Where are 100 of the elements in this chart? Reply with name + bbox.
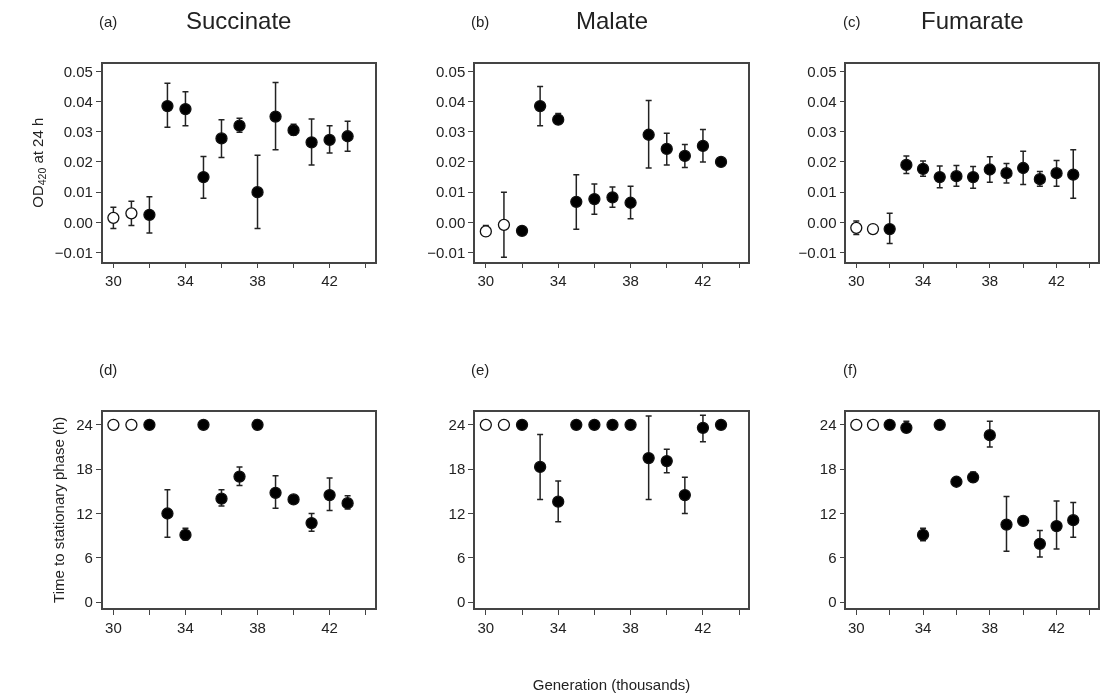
point xyxy=(515,224,529,237)
y-tick-label: 0 xyxy=(84,593,93,611)
x-tick-label: 38 xyxy=(249,272,266,290)
text: (f) xyxy=(843,361,858,378)
y-tick-label: 24 xyxy=(448,416,466,434)
point xyxy=(850,418,863,431)
point xyxy=(606,418,619,431)
point xyxy=(883,222,896,236)
y-tick-label: −0.01 xyxy=(427,243,466,261)
point xyxy=(161,99,174,113)
point xyxy=(215,132,228,145)
y-tick-label: 12 xyxy=(448,504,466,522)
y-tick-label: 18 xyxy=(819,460,837,478)
x-tick-label: 30 xyxy=(105,272,122,290)
y-tick-label: 6 xyxy=(828,549,837,567)
point xyxy=(1033,537,1047,550)
y-axis-title: Time to stationary phase (h) xyxy=(49,416,67,603)
x-tick-label: 38 xyxy=(249,618,266,636)
point xyxy=(1067,514,1080,527)
y-tick-label: 0.00 xyxy=(63,213,93,231)
x-tick-label: 42 xyxy=(694,618,712,636)
point xyxy=(933,418,946,431)
point xyxy=(323,133,336,147)
text: (b) xyxy=(471,13,490,30)
y-tick-label: 0.05 xyxy=(63,62,93,80)
text: (e) xyxy=(471,361,490,378)
point xyxy=(497,418,511,431)
x-tick-label: 38 xyxy=(981,272,999,290)
point xyxy=(233,470,246,483)
x-tick-label: 30 xyxy=(847,272,865,290)
point xyxy=(1000,166,1013,180)
point xyxy=(678,488,691,502)
point xyxy=(606,191,619,204)
point xyxy=(588,418,601,431)
y-tick-label: 6 xyxy=(84,549,93,567)
y-tick-label: −0.01 xyxy=(54,243,93,261)
point xyxy=(660,454,673,468)
y-tick-label: 0.04 xyxy=(436,92,466,110)
y-tick-label: 0.04 xyxy=(63,92,93,110)
point xyxy=(642,128,655,141)
y-tick-label: 0 xyxy=(828,593,837,611)
y-tick-label: 0.00 xyxy=(807,213,837,231)
point xyxy=(533,99,547,113)
x-tick-label: 34 xyxy=(177,618,194,636)
point xyxy=(883,418,896,431)
y-tick-label: 0.02 xyxy=(63,153,93,171)
x-tick-label: 38 xyxy=(981,618,999,636)
y-tick-label: 0.01 xyxy=(807,183,837,201)
x-tick-label: 38 xyxy=(622,618,639,636)
y-tick-label: 18 xyxy=(448,460,466,478)
point xyxy=(933,170,946,184)
point xyxy=(143,418,156,431)
point xyxy=(714,418,728,431)
x-tick-label: 42 xyxy=(1048,618,1065,636)
point xyxy=(966,170,980,184)
point xyxy=(197,170,210,184)
point xyxy=(950,170,963,183)
x-tick-label: 30 xyxy=(477,618,495,636)
y-tick-label: 0.03 xyxy=(436,122,466,140)
y-tick-label: 0.04 xyxy=(807,92,837,110)
y-tick-label: 24 xyxy=(819,416,837,434)
point xyxy=(570,418,583,431)
point xyxy=(642,451,655,465)
x-tick-label: 30 xyxy=(105,618,122,636)
point xyxy=(305,136,318,149)
y-tick-label: 0 xyxy=(456,593,466,611)
chart-title: Fumarate xyxy=(921,7,1024,34)
x-tick-label: 42 xyxy=(321,618,338,636)
y-tick-label: 0.03 xyxy=(63,122,93,140)
point xyxy=(269,486,282,499)
point xyxy=(125,418,138,431)
x-tick-label: 34 xyxy=(914,272,932,290)
point xyxy=(1050,166,1063,180)
y-tick-label: 0.01 xyxy=(63,183,93,201)
y-tick-label: 0.05 xyxy=(436,62,466,80)
y-tick-label: 18 xyxy=(76,460,93,478)
point xyxy=(1017,161,1030,175)
point xyxy=(588,192,601,206)
point xyxy=(678,149,691,163)
point xyxy=(570,195,583,208)
point xyxy=(660,142,673,156)
point xyxy=(323,488,336,502)
text: (c) xyxy=(843,13,861,30)
point xyxy=(125,207,138,220)
x-tick-label: 42 xyxy=(694,272,712,290)
point xyxy=(251,418,264,431)
x-tick-label: 34 xyxy=(177,272,194,290)
point xyxy=(696,139,710,153)
y-tick-label: 24 xyxy=(76,416,93,434)
point xyxy=(624,418,637,431)
point xyxy=(179,102,192,116)
x-tick-label: 30 xyxy=(477,272,495,290)
x-tick-label: 34 xyxy=(549,272,567,290)
chart-title: Succinate xyxy=(186,7,292,34)
x-axis-title: Generation (thousands) xyxy=(532,676,691,694)
point xyxy=(197,418,210,431)
point xyxy=(1067,168,1080,181)
point xyxy=(696,421,710,434)
x-tick-label: 42 xyxy=(1048,272,1065,290)
y-tick-label: 0.00 xyxy=(436,213,466,231)
